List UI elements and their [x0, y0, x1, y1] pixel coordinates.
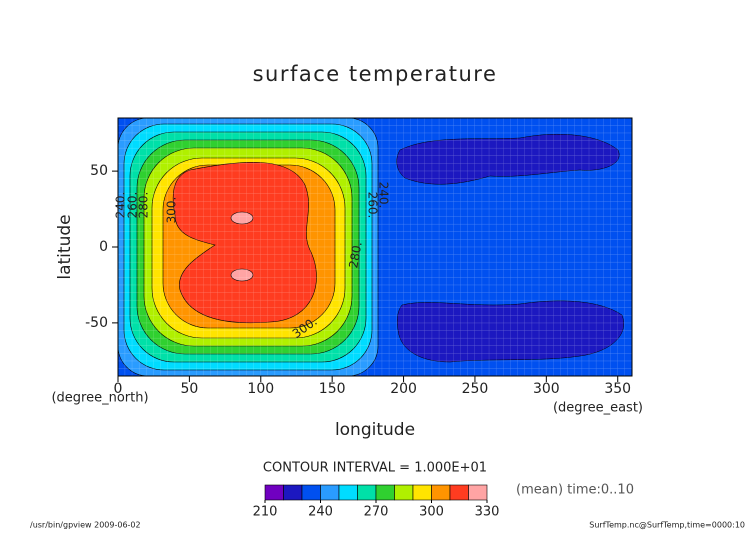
footer-left: /usr/bin/gpview 2009-06-02 — [30, 521, 141, 530]
contour-label: 260. — [126, 192, 140, 219]
colorbar-box — [320, 484, 340, 501]
colorbar-tick-label: 300 — [419, 505, 444, 520]
x-tick-label: 0 — [114, 381, 123, 397]
colorbar-tick-label: 210 — [253, 505, 278, 520]
contour-label: 280. — [346, 241, 364, 270]
contour-label: 260. — [366, 192, 380, 219]
x-tick-label: 50 — [180, 381, 198, 397]
y-tick-label: 0 — [99, 239, 108, 255]
colorbar-tick-label: 330 — [475, 505, 500, 520]
y-unit: (degree_north) — [51, 391, 148, 406]
contour-label: 240. — [114, 192, 128, 219]
contour-label: 300. — [165, 197, 179, 224]
colorbar-box — [394, 484, 414, 501]
colorbar-box — [357, 484, 377, 501]
colorbar-tick-label: 270 — [364, 505, 389, 520]
colorbar-box — [449, 484, 469, 501]
colorbar-box — [301, 484, 321, 501]
colorbar-box — [264, 484, 284, 501]
x-tick-label: 150 — [319, 381, 346, 397]
contour-label: 240. — [377, 182, 391, 209]
y-axis-label: latitude — [55, 214, 75, 279]
cell-grid — [118, 118, 632, 376]
colorbar-box — [375, 484, 395, 501]
contour-label: 280. — [137, 192, 151, 219]
colorbar-box — [338, 484, 358, 501]
y-tick-label: -50 — [85, 315, 108, 331]
chart-title: surface temperature — [253, 62, 498, 86]
x-unit: (degree_east) — [553, 401, 643, 416]
colorbar-box — [412, 484, 432, 501]
colorbar-box — [283, 484, 303, 501]
footer-right: SurfTemp.nc@SurfTemp,time=0000:10 — [589, 521, 745, 530]
x-tick-label: 350 — [604, 381, 631, 397]
x-axis-label: longitude — [335, 420, 415, 440]
colorbar-tick-label: 240 — [308, 505, 333, 520]
colorbar-box — [468, 484, 488, 501]
colorbar-box — [431, 484, 451, 501]
x-tick-label: 250 — [462, 381, 489, 397]
note: (mean) time:0..10 — [516, 483, 634, 498]
x-tick-label: 300 — [533, 381, 560, 397]
x-tick-label: 200 — [390, 381, 417, 397]
contour-interval: CONTOUR INTERVAL = 1.000E+01 — [263, 461, 487, 476]
y-tick-label: 50 — [90, 163, 108, 179]
x-tick-label: 100 — [247, 381, 274, 397]
